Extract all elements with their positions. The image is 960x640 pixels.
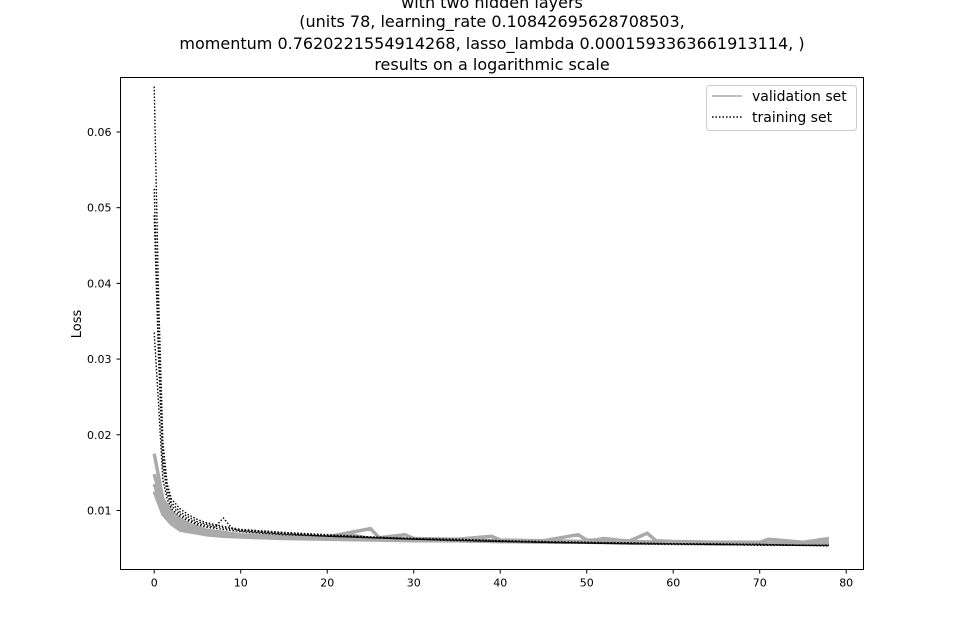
- x-axis-ticks: 0 10 20 30 40 50 60 70 80: [151, 569, 853, 590]
- title-line-2: (units 78, learning_rate 0.1084269562870…: [299, 12, 684, 32]
- x-tick-label: 40: [493, 577, 507, 590]
- x-tick-label: 80: [839, 577, 853, 590]
- x-tick-label: 60: [666, 577, 680, 590]
- y-tick-label: 0.01: [87, 504, 112, 517]
- y-tick-label: 0.03: [87, 353, 112, 366]
- y-tick-label: 0.06: [87, 126, 112, 139]
- legend-label-validation: validation set: [752, 89, 847, 105]
- x-tick-label: 20: [320, 577, 334, 590]
- plot-frame: [120, 77, 864, 570]
- x-tick-label: 30: [407, 577, 421, 590]
- y-tick-label: 0.02: [87, 429, 112, 442]
- legend-box: [706, 85, 857, 131]
- x-tick-label: 50: [580, 577, 594, 590]
- x-tick-label: 70: [753, 577, 767, 590]
- title-line-1: with two hidden layers: [401, 0, 583, 12]
- y-tick-label: 0.05: [87, 202, 112, 215]
- y-axis-ticks: 0.01 0.02 0.03 0.04 0.05 0.06: [87, 126, 121, 517]
- title-line-4: results on a logarithmic scale: [374, 55, 609, 74]
- legend-label-training: training set: [752, 110, 833, 126]
- x-tick-label: 10: [234, 577, 248, 590]
- y-axis-label: Loss: [70, 310, 85, 339]
- title-line-3: momentum 0.7620221554914268, lasso_lambd…: [179, 34, 804, 54]
- series-layer: [152, 86, 830, 547]
- chart-title: with two hidden layers (units 78, learni…: [179, 0, 804, 74]
- y-tick-label: 0.04: [87, 277, 112, 290]
- x-tick-label: 0: [151, 577, 158, 590]
- legend: validation set training set: [706, 85, 857, 131]
- training-series-line-7: [153, 215, 829, 546]
